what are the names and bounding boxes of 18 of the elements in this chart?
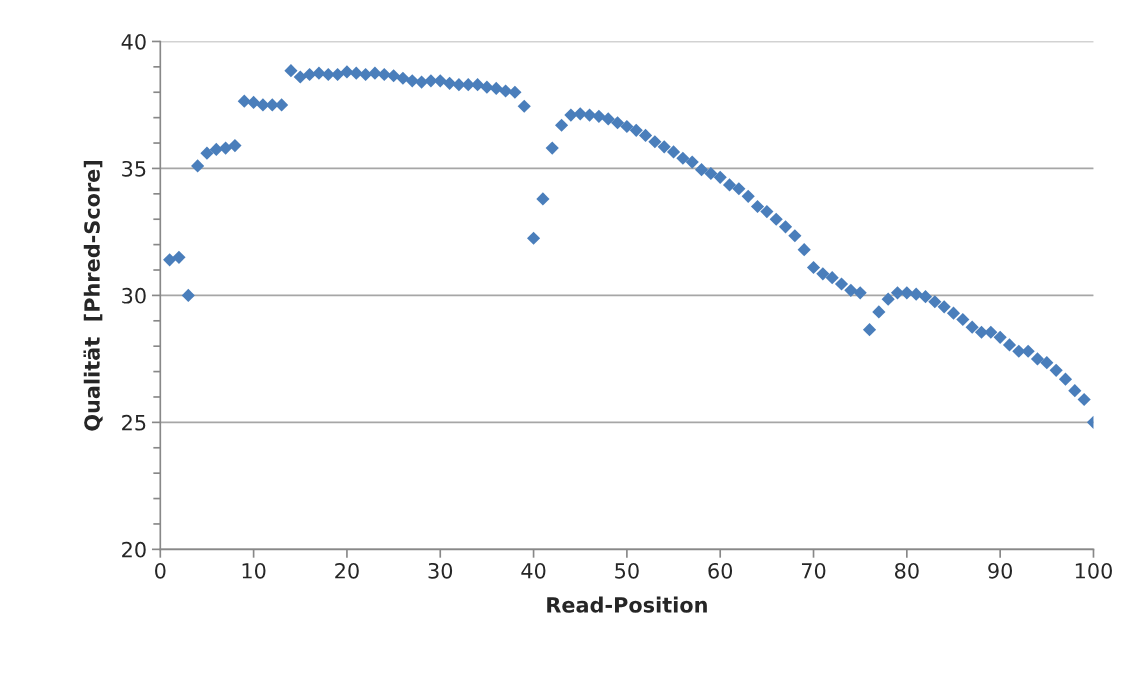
x-axis-title: Read-Position (547, 596, 707, 613)
y-tick-label: 35 (122, 160, 146, 177)
y-tick-label: 25 (122, 414, 146, 431)
y-tick-label: 40 (121, 33, 146, 50)
x-tick-label: 30 (428, 562, 453, 579)
x-tick-label: 100 (1075, 562, 1112, 579)
x-tick-label: 90 (988, 562, 1013, 579)
x-tick-label: 10 (242, 562, 266, 579)
y-tick-label: 30 (122, 287, 146, 304)
x-tick-label: 20 (335, 562, 359, 579)
x-tick-label: 0 (155, 562, 166, 579)
x-tick-label: 50 (615, 562, 639, 579)
y-axis-title: Qualität [Phred-Score] (83, 160, 103, 431)
x-tick-label: 80 (895, 562, 919, 579)
x-tick-label: 40 (521, 562, 546, 579)
y-tick-label: 20 (122, 541, 146, 558)
x-tick-label: 70 (801, 562, 826, 579)
x-tick-label: 60 (708, 562, 733, 579)
